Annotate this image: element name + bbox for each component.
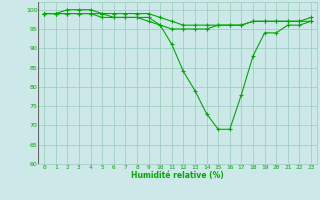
X-axis label: Humidité relative (%): Humidité relative (%)	[131, 171, 224, 180]
